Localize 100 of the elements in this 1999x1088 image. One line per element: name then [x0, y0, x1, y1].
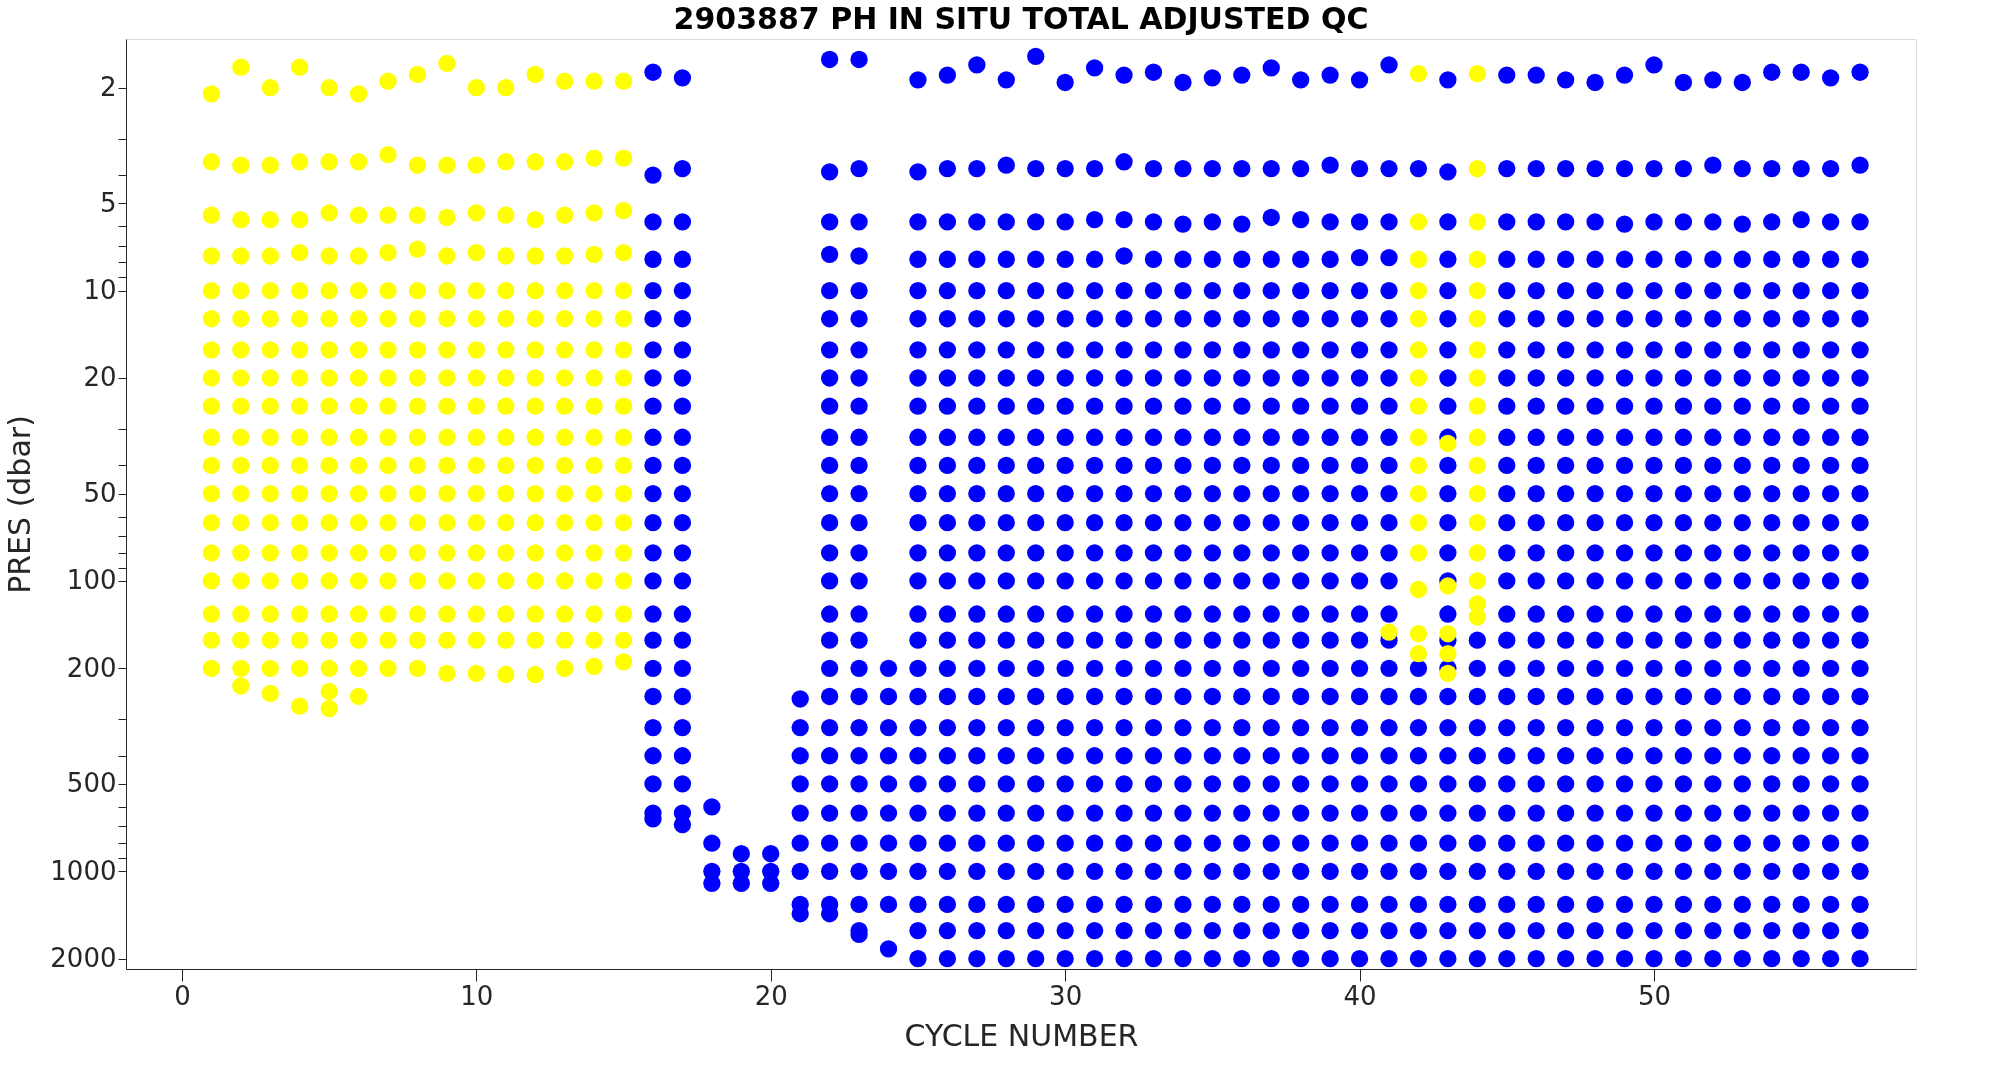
point	[1792, 428, 1810, 446]
point	[1821, 895, 1840, 914]
point	[614, 281, 633, 300]
point	[379, 310, 397, 328]
point	[1174, 572, 1192, 590]
point	[1586, 544, 1604, 562]
y-tick-label: 50	[83, 478, 117, 509]
point	[1527, 921, 1545, 940]
point	[379, 428, 397, 446]
point	[349, 484, 368, 503]
point	[850, 428, 868, 446]
point	[1792, 747, 1810, 765]
point	[879, 862, 898, 880]
point	[1792, 310, 1810, 328]
point	[1615, 921, 1634, 940]
point	[1468, 718, 1486, 737]
point	[585, 341, 603, 359]
point	[1056, 310, 1074, 328]
point	[1821, 514, 1840, 532]
point	[1821, 775, 1840, 793]
point	[1792, 281, 1810, 300]
point	[1733, 73, 1751, 92]
point	[1056, 159, 1074, 178]
point	[1056, 950, 1074, 968]
point	[1498, 369, 1516, 387]
point	[1409, 775, 1428, 793]
point	[320, 631, 338, 649]
point	[1821, 369, 1840, 387]
point	[1262, 428, 1280, 446]
point	[467, 156, 486, 174]
point	[1556, 456, 1575, 475]
point	[1409, 369, 1428, 387]
point	[1645, 895, 1663, 914]
point	[1085, 950, 1104, 968]
point	[1350, 484, 1369, 503]
point	[1409, 580, 1428, 599]
point	[1674, 397, 1693, 415]
point	[820, 834, 839, 852]
point	[291, 631, 309, 649]
point	[1556, 687, 1575, 706]
point	[1792, 718, 1810, 737]
point	[997, 631, 1015, 649]
point	[526, 631, 544, 649]
point	[1674, 921, 1693, 940]
point	[526, 605, 544, 623]
point	[1144, 456, 1163, 475]
point	[938, 159, 957, 178]
point	[938, 514, 957, 532]
point	[1056, 895, 1074, 914]
point	[320, 514, 338, 532]
point	[1056, 862, 1074, 880]
point	[1409, 65, 1428, 83]
point	[879, 659, 898, 677]
point	[673, 159, 692, 178]
point	[349, 605, 368, 623]
point	[1292, 71, 1310, 89]
point	[820, 687, 839, 706]
point	[497, 456, 515, 475]
point	[1851, 718, 1869, 737]
point	[585, 484, 603, 503]
x-tick-label: 50	[1637, 980, 1672, 1011]
point	[379, 572, 397, 590]
point	[379, 631, 397, 649]
point	[1409, 687, 1428, 706]
point	[1144, 718, 1163, 737]
point	[1615, 397, 1634, 415]
point	[1439, 434, 1457, 453]
point	[467, 605, 486, 623]
point	[1439, 369, 1457, 387]
point	[1498, 862, 1516, 880]
point	[1027, 544, 1045, 562]
point	[1733, 921, 1751, 940]
point	[1439, 250, 1457, 268]
point	[408, 369, 427, 387]
point	[349, 687, 368, 706]
point	[1468, 950, 1486, 968]
point	[1763, 687, 1781, 706]
point	[1468, 65, 1486, 83]
point	[232, 341, 250, 359]
point	[1350, 213, 1369, 231]
point	[1527, 397, 1545, 415]
point	[202, 310, 221, 328]
point	[1085, 747, 1104, 765]
point	[232, 631, 250, 649]
point	[1380, 281, 1398, 300]
point	[1203, 69, 1222, 87]
y-tick-label: 5	[99, 187, 117, 218]
point	[1144, 747, 1163, 765]
point	[644, 369, 662, 387]
point	[1409, 950, 1428, 968]
point	[1262, 895, 1280, 914]
point	[1233, 250, 1251, 268]
y-tick-label: 500	[66, 768, 117, 799]
point	[673, 605, 692, 623]
point	[1321, 631, 1339, 649]
point	[1615, 687, 1634, 706]
point	[850, 310, 868, 328]
point	[1380, 456, 1398, 475]
point	[1439, 718, 1457, 737]
point	[1704, 456, 1722, 475]
